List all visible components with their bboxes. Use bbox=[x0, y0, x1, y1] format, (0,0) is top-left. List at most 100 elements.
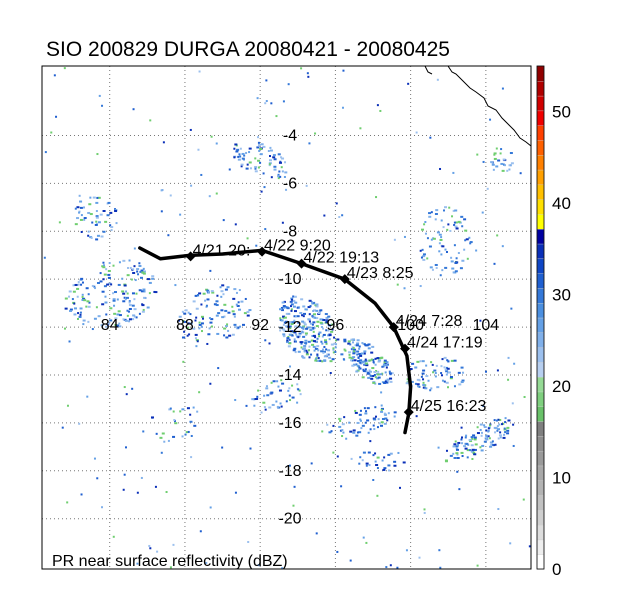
colorbar-cell bbox=[536, 302, 545, 319]
rain-speck bbox=[135, 316, 138, 319]
colorbar-cell bbox=[536, 80, 545, 97]
rain-speck bbox=[234, 326, 238, 329]
rain-speck bbox=[449, 229, 452, 232]
rain-speck bbox=[389, 452, 393, 455]
rain-speck bbox=[187, 322, 190, 325]
rain-speck bbox=[277, 173, 280, 176]
rain-speck bbox=[476, 432, 480, 435]
rain-speck bbox=[365, 364, 369, 367]
rain-speck bbox=[373, 428, 376, 431]
rain-speck bbox=[302, 356, 306, 359]
rain-speck bbox=[196, 340, 199, 343]
rain-speck bbox=[428, 215, 432, 218]
rain-speck bbox=[226, 323, 229, 326]
rain-speck bbox=[338, 417, 341, 420]
rain-speck bbox=[473, 448, 477, 451]
rain-speck bbox=[384, 364, 388, 367]
rain-speck bbox=[319, 321, 323, 324]
rain-speck bbox=[469, 440, 473, 443]
rain-speck bbox=[323, 359, 327, 362]
rain-speck bbox=[92, 196, 96, 199]
rain-speck bbox=[422, 386, 426, 389]
rain-speck bbox=[424, 232, 427, 235]
rain-speck bbox=[372, 424, 375, 427]
rain-speck bbox=[353, 348, 357, 351]
rain-speck bbox=[208, 195, 211, 198]
rain-speck bbox=[85, 305, 88, 308]
rain-speck bbox=[183, 312, 187, 315]
rain-speck bbox=[223, 303, 227, 306]
rain-speck bbox=[341, 106, 344, 109]
rain-speck bbox=[245, 167, 249, 170]
rain-speck bbox=[365, 362, 369, 365]
rain-speck bbox=[289, 305, 292, 308]
rain-speck bbox=[457, 371, 461, 374]
rain-speck bbox=[358, 345, 361, 348]
rain-speck bbox=[306, 351, 309, 354]
rain-speck bbox=[260, 411, 263, 414]
rain-speck bbox=[421, 248, 424, 251]
rain-speck bbox=[63, 67, 66, 70]
rain-speck bbox=[441, 245, 445, 248]
rain-speck bbox=[292, 349, 296, 352]
rain-speck bbox=[499, 152, 502, 155]
rain-speck bbox=[310, 353, 313, 356]
rain-speck bbox=[461, 455, 464, 458]
rain-speck bbox=[464, 436, 467, 439]
rain-speck bbox=[248, 151, 251, 154]
rain-speck bbox=[422, 381, 425, 384]
rain-speck bbox=[453, 443, 457, 446]
rain-speck bbox=[249, 447, 252, 450]
rain-speck bbox=[206, 298, 210, 301]
rain-speck bbox=[364, 358, 367, 361]
rain-speck bbox=[457, 441, 461, 444]
rain-speck bbox=[494, 431, 497, 434]
rain-speck bbox=[96, 196, 99, 199]
rain-speck bbox=[102, 266, 106, 269]
x-tick-label: 88 bbox=[176, 317, 194, 334]
rain-speck bbox=[304, 332, 308, 335]
colorbar-cell bbox=[536, 465, 545, 481]
rain-speck bbox=[125, 393, 128, 396]
rain-speck bbox=[358, 353, 361, 356]
rain-speck bbox=[118, 325, 122, 328]
rain-speck bbox=[374, 406, 377, 409]
rain-speck bbox=[476, 426, 479, 429]
rain-speck bbox=[140, 290, 144, 293]
rain-speck bbox=[309, 305, 312, 308]
rain-speck bbox=[122, 259, 126, 262]
rain-speck bbox=[116, 298, 119, 301]
rain-speck bbox=[497, 418, 500, 421]
rain-speck bbox=[380, 421, 384, 424]
rain-speck bbox=[493, 152, 497, 155]
rain-speck bbox=[210, 290, 214, 293]
rain-speck bbox=[314, 316, 317, 319]
rain-speck bbox=[304, 349, 308, 352]
rain-speck bbox=[315, 303, 319, 306]
rain-speck bbox=[317, 349, 320, 352]
rain-speck bbox=[441, 379, 444, 382]
rain-speck bbox=[356, 339, 360, 342]
rain-speck bbox=[281, 567, 284, 569]
rain-speck bbox=[262, 172, 265, 175]
rain-speck bbox=[350, 359, 353, 362]
rain-speck bbox=[215, 142, 218, 145]
rain-speck bbox=[253, 398, 256, 401]
rain-speck bbox=[256, 395, 259, 398]
rain-speck bbox=[323, 355, 326, 358]
rain-speck bbox=[281, 328, 285, 331]
rain-speck bbox=[184, 309, 188, 312]
rain-speck bbox=[223, 327, 227, 330]
rain-speck bbox=[83, 299, 87, 302]
rain-speck bbox=[288, 394, 291, 397]
rain-speck bbox=[350, 348, 353, 351]
rain-speck bbox=[466, 257, 469, 260]
rain-speck bbox=[388, 469, 391, 472]
rain-speck bbox=[140, 476, 143, 479]
rain-speck bbox=[97, 221, 101, 224]
rain-speck bbox=[450, 359, 454, 362]
rain-speck bbox=[237, 158, 241, 161]
rain-speck bbox=[88, 203, 92, 206]
rain-speck bbox=[125, 296, 129, 299]
rain-speck bbox=[178, 319, 181, 322]
